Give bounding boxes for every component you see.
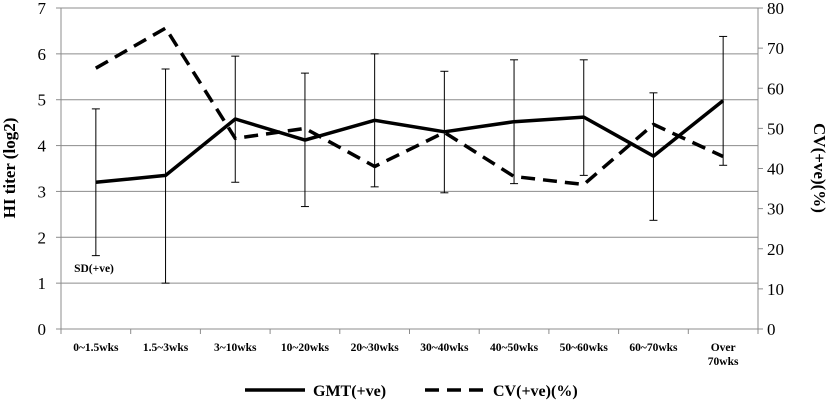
gridlines	[61, 7, 758, 284]
x-tick-label: 40~50wks	[490, 342, 539, 354]
y-right-tick-label: 60	[767, 79, 784, 98]
series-lines	[94, 26, 725, 187]
y-right-tick-label: 30	[767, 200, 784, 219]
y-left-tick-label: 5	[38, 91, 47, 110]
legend-label-gmt: GMT(+ve)	[313, 383, 386, 400]
y-left-tick-label: 4	[38, 137, 47, 156]
x-tick-label: 60~70wks	[629, 342, 678, 354]
legend-label-cv: CV(+ve)(%)	[493, 383, 578, 400]
x-tick-label: 20~30wks	[351, 342, 400, 354]
y-left-tick-label: 7	[38, 0, 47, 18]
y-right-tick-label: 20	[767, 240, 784, 259]
x-tick-label: 0~1.5wks	[73, 342, 119, 354]
series-line-gmt	[95, 99, 725, 185]
y-left-tick-label: 2	[38, 228, 47, 247]
y-right-tick-label: 40	[767, 160, 784, 179]
y-left-tick-label: 6	[38, 45, 47, 64]
x-tick-label: Over	[711, 342, 736, 354]
y-axis-right-title: CV(+ve)(%)	[810, 123, 827, 213]
legend: GMT(+ve) CV(+ve)(%)	[245, 383, 578, 400]
y-right-tick-label: 0	[767, 320, 776, 339]
y-left-tick-label: 3	[38, 182, 47, 201]
y-right-tick-label: 70	[767, 39, 784, 58]
y-right-tick-label: 50	[767, 119, 784, 138]
x-tick-label: 30~40wks	[420, 342, 469, 354]
x-tick-label: 1.5~3wks	[143, 342, 189, 354]
y-left-tick-label: 1	[38, 274, 47, 293]
x-tick-label: 50~60wks	[560, 342, 609, 354]
x-tick-label: 70wks	[708, 356, 739, 368]
axes	[56, 7, 763, 334]
sd-annotation: SD(+ve)	[74, 263, 114, 275]
y-right-tick-label: 10	[767, 280, 784, 299]
x-tick-label: 10~20wks	[281, 342, 330, 354]
y-right-tick-label: 80	[767, 0, 784, 18]
y-left-tick-label: 0	[38, 320, 47, 339]
x-tick-label: 3~10wks	[214, 342, 257, 354]
y-axis-left-title: HI titer (log2)	[0, 118, 19, 219]
series-line-cv	[94, 26, 724, 187]
